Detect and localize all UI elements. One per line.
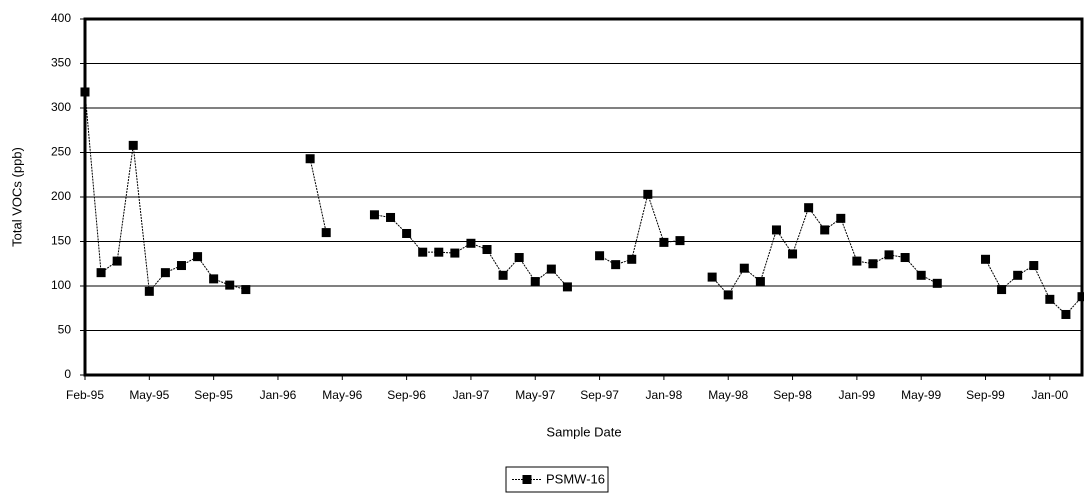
data-point — [659, 237, 669, 247]
data-point — [723, 290, 733, 300]
y-tick-label: 350 — [51, 56, 71, 70]
x-tick-label: Sep-97 — [580, 388, 619, 402]
data-point — [160, 268, 170, 278]
data-point — [402, 228, 412, 238]
x-tick-label: Jan-00 — [1031, 388, 1068, 402]
x-tick-label: May-98 — [708, 388, 748, 402]
data-point — [611, 260, 621, 270]
data-point — [900, 253, 910, 263]
y-axis-label: Total VOCs (ppb) — [9, 147, 24, 247]
x-tick-label: Jan-96 — [260, 388, 297, 402]
data-point — [241, 285, 251, 295]
data-point — [498, 270, 508, 280]
data-point — [997, 285, 1007, 295]
y-tick-label: 300 — [51, 100, 71, 114]
data-point — [1077, 292, 1084, 302]
series-line — [84, 91, 1083, 316]
data-point — [546, 264, 556, 274]
x-tick-label: Sep-96 — [387, 388, 426, 402]
data-point — [193, 252, 203, 262]
data-point — [562, 282, 572, 292]
data-point — [852, 256, 862, 266]
data-point — [884, 250, 894, 260]
data-point — [771, 225, 781, 235]
x-tick-label: May-97 — [515, 388, 555, 402]
x-tick-label: Feb-95 — [66, 388, 104, 402]
data-point — [836, 213, 846, 223]
data-point — [627, 254, 637, 264]
x-tick-label: Sep-99 — [966, 388, 1005, 402]
y-tick-label: 100 — [51, 278, 71, 292]
data-point — [1061, 309, 1071, 319]
x-tick-label: Jan-97 — [453, 388, 490, 402]
data-point — [225, 280, 235, 290]
data-point — [916, 270, 926, 280]
data-point — [788, 249, 798, 259]
data-point — [321, 228, 331, 238]
x-tick-label: May-96 — [322, 388, 362, 402]
data-point — [981, 254, 991, 264]
data-point — [128, 140, 138, 150]
x-tick-label: Jan-99 — [839, 388, 876, 402]
x-tick-label: Jan-98 — [646, 388, 683, 402]
data-point — [675, 236, 685, 246]
data-point — [466, 238, 476, 248]
legend-box — [505, 466, 609, 493]
x-tick-label: May-99 — [901, 388, 941, 402]
data-point — [209, 274, 219, 284]
y-tick-label: 0 — [64, 367, 71, 381]
data-point — [643, 189, 653, 199]
data-point — [530, 277, 540, 287]
data-point — [1045, 294, 1055, 304]
data-point — [820, 225, 830, 235]
data-point — [418, 247, 428, 257]
data-point — [804, 203, 814, 213]
data-point — [739, 263, 749, 273]
plot-border — [83, 17, 1084, 377]
y-tick-label: 250 — [51, 145, 71, 159]
y-tick-label: 50 — [58, 323, 72, 337]
data-point — [595, 251, 605, 261]
data-point — [96, 268, 106, 278]
data-point — [434, 247, 444, 257]
data-point — [755, 277, 765, 287]
data-point — [369, 210, 379, 220]
data-point — [176, 261, 186, 271]
data-point — [112, 256, 122, 266]
data-point — [305, 154, 315, 164]
y-tick-label: 400 — [51, 11, 71, 25]
data-point — [450, 248, 460, 258]
y-tick-label: 150 — [51, 234, 71, 248]
data-point — [144, 286, 154, 296]
legend-label: PSMW-16 — [546, 471, 605, 486]
data-point — [80, 87, 90, 97]
data-point — [868, 259, 878, 269]
data-point — [1029, 261, 1039, 271]
data-point — [707, 272, 717, 282]
data-point — [932, 278, 942, 288]
data-point — [386, 212, 396, 222]
x-tick-label: Sep-98 — [773, 388, 812, 402]
x-axis-label: Sample Date — [546, 424, 621, 439]
data-point — [482, 245, 492, 255]
x-tick-label: May-95 — [129, 388, 169, 402]
data-point — [514, 253, 524, 263]
y-tick-label: 200 — [51, 189, 71, 203]
legend-marker — [522, 475, 532, 484]
data-point — [1013, 270, 1023, 280]
x-tick-label: Sep-95 — [194, 388, 233, 402]
